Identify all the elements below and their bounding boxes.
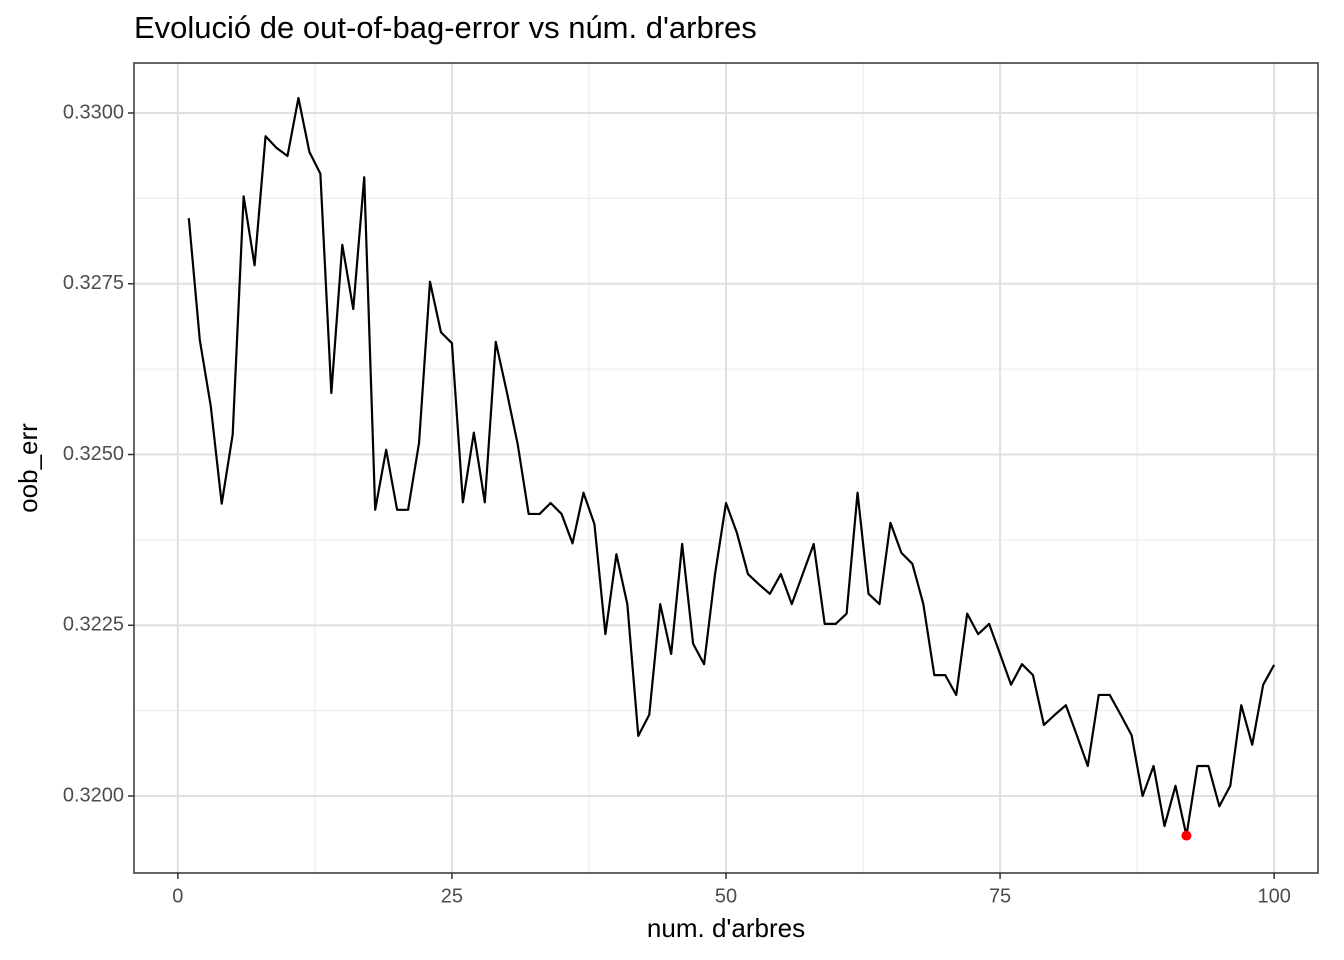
x-tick-label: 50: [715, 885, 737, 907]
highlight-point: [1181, 830, 1192, 841]
x-tick-label: 25: [441, 885, 463, 907]
line: [187, 96, 1276, 837]
chart-title: Evolució de out-of-bag-error vs núm. d'a…: [134, 10, 757, 45]
x-axis-label: num. d'arbres: [647, 913, 805, 943]
y-tick-label: 0.3300: [63, 101, 124, 123]
y-axis-label: oob_err: [13, 423, 43, 513]
panel-border: [133, 62, 1319, 874]
y-tick-label: 0.3225: [63, 614, 124, 636]
x-tick-label: 75: [989, 885, 1011, 907]
x-tick-label: 0: [172, 885, 183, 907]
y-tick-label: 0.3200: [63, 784, 124, 806]
y-tick-label: 0.3250: [63, 443, 124, 465]
x-tick-label: 100: [1257, 885, 1290, 907]
y-tick-label: 0.3275: [63, 272, 124, 294]
